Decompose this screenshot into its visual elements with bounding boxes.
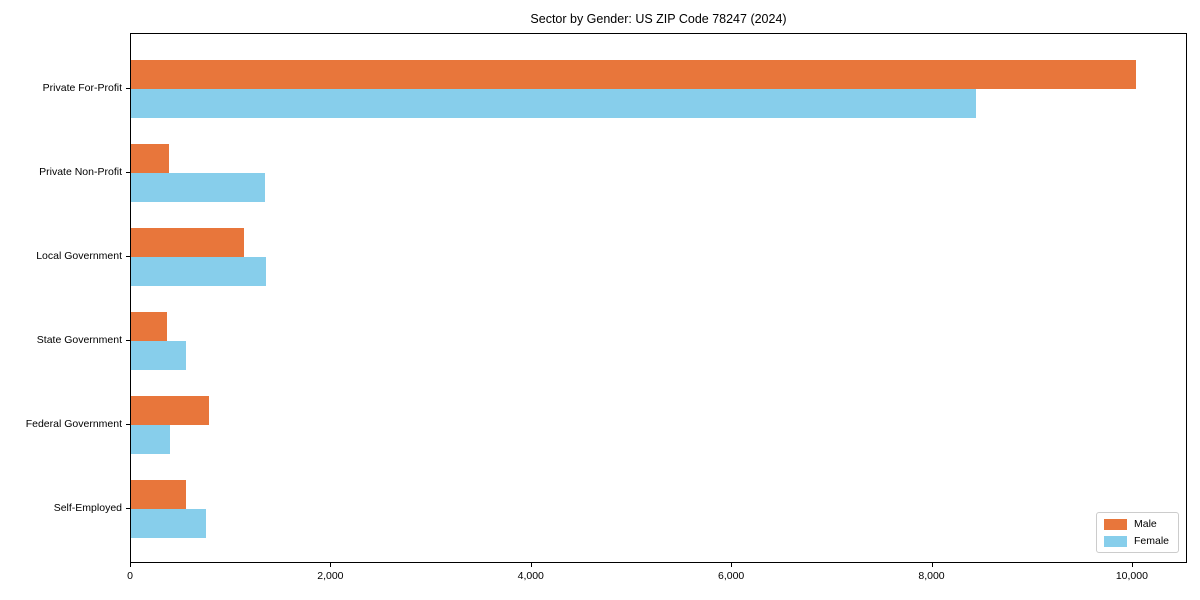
y-tick-mark (126, 171, 130, 173)
male-bar (131, 59, 1136, 89)
female-bar (131, 425, 171, 455)
y-tick-label: Private For-Profit (42, 81, 122, 94)
male-bar (131, 227, 245, 257)
y-tick-mark (126, 424, 130, 426)
female-bar (131, 172, 266, 202)
x-tick-mark (1131, 563, 1133, 567)
legend-row-male: Male (1103, 518, 1169, 530)
male-legend-swatch (1103, 518, 1127, 530)
female-bar (131, 256, 267, 286)
y-tick-label: Federal Government (25, 418, 122, 431)
x-tick-label: 2,000 (317, 570, 344, 582)
y-tick-mark (126, 87, 130, 89)
y-tick-mark (126, 255, 130, 257)
y-tick-label: Self-Employed (53, 502, 122, 515)
y-tick-label: State Government (36, 334, 122, 347)
plot-area: Male Female (130, 33, 1187, 563)
male-bar (131, 396, 210, 426)
x-tick-mark (731, 563, 733, 567)
y-tick-label: Private Non-Profit (39, 165, 122, 178)
female-bar (131, 509, 207, 539)
x-tick-label: 10,000 (1115, 570, 1148, 582)
x-tick-mark (130, 563, 131, 567)
female-bar (131, 341, 187, 371)
legend-row-female: Female (1103, 535, 1169, 547)
y-tick-mark (126, 508, 130, 510)
y-tick-mark (126, 340, 130, 342)
x-tick-label: 4,000 (517, 570, 544, 582)
legend: Male Female (1095, 512, 1179, 553)
y-tick-label: Local Government (36, 249, 122, 262)
x-tick-mark (330, 563, 332, 567)
x-tick-label: 8,000 (918, 570, 945, 582)
chart-title: Sector by Gender: US ZIP Code 78247 (202… (530, 12, 787, 26)
male-bar (131, 312, 168, 342)
x-tick-mark (530, 563, 532, 567)
female-legend-swatch (1103, 535, 1127, 547)
male-legend-label: Male (1133, 518, 1157, 530)
male-bar (131, 480, 187, 510)
x-tick-label: 0 (127, 570, 133, 582)
male-bar (131, 143, 170, 173)
x-tick-label: 6,000 (717, 570, 745, 582)
x-tick-mark (931, 563, 933, 567)
female-bar (131, 88, 976, 118)
female-legend-label: Female (1133, 535, 1169, 547)
